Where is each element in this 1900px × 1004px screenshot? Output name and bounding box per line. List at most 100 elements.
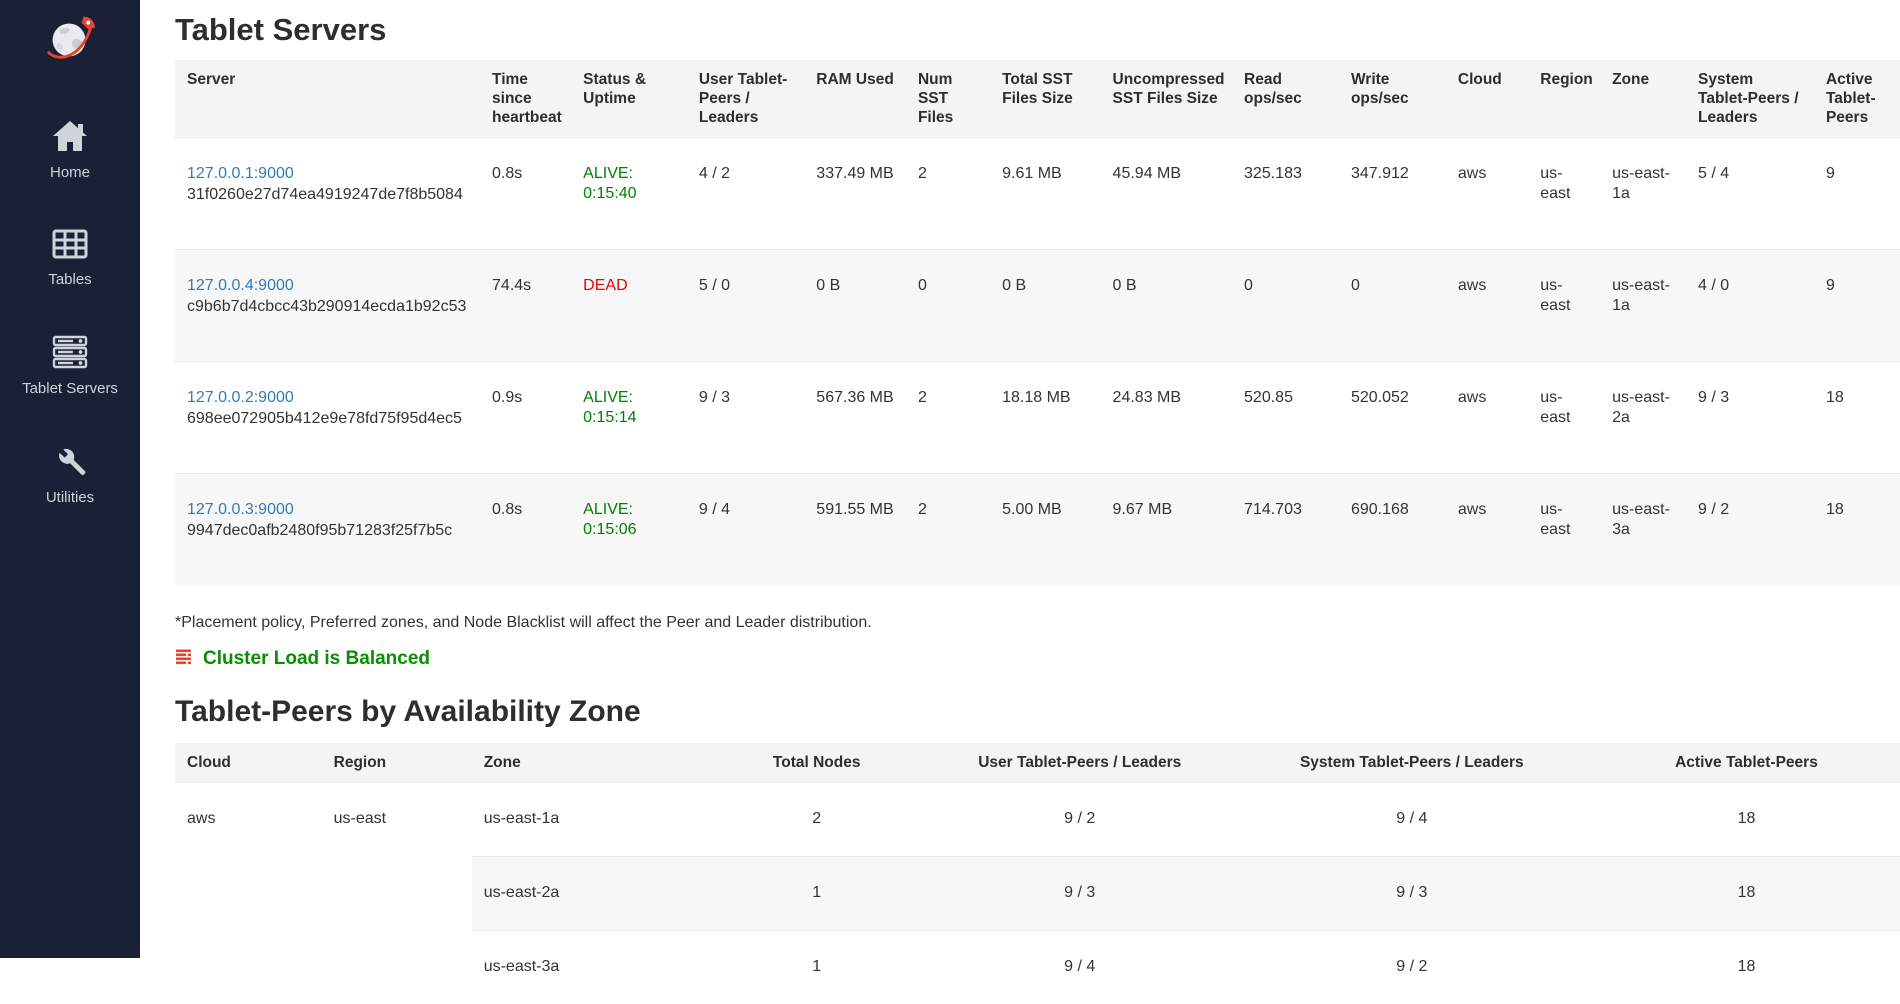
col-header: Zone — [1600, 60, 1686, 138]
cluster-load-text: Cluster Load is Balanced — [203, 648, 430, 670]
col-header: Zone — [472, 743, 705, 783]
col-header: Cloud — [1446, 60, 1528, 138]
server-link[interactable]: 127.0.0.4:9000 — [187, 277, 294, 294]
total-sst-cell: 0 B — [990, 250, 1100, 362]
sidebar-item-utilities[interactable]: Utilities — [46, 444, 94, 507]
read-ops-cell: 520.85 — [1232, 362, 1339, 474]
table-row: 127.0.0.1:9000 31f0260e27d74ea4919247de7… — [175, 138, 1900, 250]
cloud-cell: aws — [175, 782, 322, 1004]
sidebar-item-label: Utilities — [46, 489, 94, 507]
uncompressed-sst-cell: 45.94 MB — [1101, 138, 1232, 250]
col-header: User Tablet-Peers / Leaders — [929, 743, 1231, 783]
active-peers-cell: 18 — [1593, 782, 1900, 856]
total-nodes-cell: 2 — [705, 782, 929, 856]
table-header-row: Cloud Region Zone Total Nodes User Table… — [175, 743, 1900, 783]
zone-cell: us-east-1a — [1600, 138, 1686, 250]
user-peers-cell: 5 / 0 — [687, 250, 804, 362]
write-ops-cell: 0 — [1339, 250, 1446, 362]
sidebar-item-home[interactable]: Home — [50, 119, 90, 182]
status-cell: DEAD — [571, 250, 687, 362]
zone-cell: us-east-3a — [472, 930, 705, 1004]
col-header: Write ops/sec — [1339, 60, 1446, 138]
total-sst-cell: 9.61 MB — [990, 138, 1100, 250]
active-peers-cell: 9 — [1814, 250, 1900, 362]
user-peers-cell: 9 / 3 — [687, 362, 804, 474]
status-cell: ALIVE:0:15:14 — [571, 362, 687, 474]
col-header: Num SST Files — [906, 60, 990, 138]
col-header: Region — [1528, 60, 1600, 138]
col-header: Total SST Files Size — [990, 60, 1100, 138]
ram-cell: 0 B — [804, 250, 906, 362]
col-header: Active Tablet-Peers — [1593, 743, 1900, 783]
write-ops-cell: 520.052 — [1339, 362, 1446, 474]
system-peers-cell: 5 / 4 — [1686, 138, 1814, 250]
table-row: 127.0.0.4:9000 c9b6b7d4cbcc43b290914ecda… — [175, 250, 1900, 362]
active-peers-cell: 18 — [1814, 362, 1900, 474]
system-peers-cell: 9 / 4 — [1231, 782, 1593, 856]
region-cell: us-east — [1528, 250, 1600, 362]
num-sst-cell: 2 — [906, 138, 990, 250]
total-nodes-cell: 1 — [705, 856, 929, 930]
sidebar-item-tablet-servers[interactable]: Tablet Servers — [22, 335, 118, 398]
placement-note: *Placement policy, Preferred zones, and … — [175, 614, 1900, 632]
sidebar-item-label: Home — [50, 164, 90, 182]
server-link[interactable]: 127.0.0.3:9000 — [187, 501, 294, 518]
col-header: Active Tablet-Peers — [1814, 60, 1900, 138]
col-header: Server — [175, 60, 480, 138]
sidebar-item-label: Tablet Servers — [22, 380, 118, 398]
zone-cell: us-east-3a — [1600, 474, 1686, 586]
server-uuid: 698ee072905b412e9e78fd75f95d4ec5 — [187, 409, 468, 429]
col-header: RAM Used — [804, 60, 906, 138]
cloud-cell: aws — [1446, 474, 1528, 586]
col-header: User Tablet-Peers / Leaders — [687, 60, 804, 138]
system-peers-cell: 4 / 0 — [1686, 250, 1814, 362]
user-peers-cell: 4 / 2 — [687, 138, 804, 250]
heartbeat-cell: 74.4s — [480, 250, 571, 362]
active-peers-cell: 9 — [1814, 138, 1900, 250]
cluster-load-status: Cluster Load is Balanced — [175, 648, 1900, 671]
heartbeat-cell: 0.9s — [480, 362, 571, 474]
user-peers-cell: 9 / 4 — [687, 474, 804, 586]
total-nodes-cell: 1 — [705, 930, 929, 1004]
az-section-title: Tablet-Peers by Availability Zone — [175, 695, 1900, 729]
read-ops-cell: 0 — [1232, 250, 1339, 362]
server-uuid: c9b6b7d4cbcc43b290914ecda1b92c53 — [187, 297, 468, 317]
user-peers-cell: 9 / 2 — [929, 782, 1231, 856]
az-table: Cloud Region Zone Total Nodes User Table… — [175, 743, 1900, 1004]
table-header-row: Server Time since heartbeat Status & Upt… — [175, 60, 1900, 138]
cloud-cell: aws — [1446, 250, 1528, 362]
write-ops-cell: 690.168 — [1339, 474, 1446, 586]
tables-icon — [50, 228, 90, 265]
heartbeat-cell: 0.8s — [480, 138, 571, 250]
tablet-servers-icon — [50, 335, 90, 374]
server-link[interactable]: 127.0.0.1:9000 — [187, 165, 294, 182]
home-icon — [50, 119, 90, 158]
sidebar-item-tables[interactable]: Tables — [48, 228, 91, 289]
read-ops-cell: 325.183 — [1232, 138, 1339, 250]
server-link[interactable]: 127.0.0.2:9000 — [187, 389, 294, 406]
uncompressed-sst-cell: 24.83 MB — [1101, 362, 1232, 474]
sidebar: Home Tables — [0, 0, 140, 958]
uncompressed-sst-cell: 9.67 MB — [1101, 474, 1232, 586]
cloud-cell: aws — [1446, 362, 1528, 474]
col-header: Uncompressed SST Files Size — [1101, 60, 1232, 138]
col-header: System Tablet-Peers / Leaders — [1686, 60, 1814, 138]
heartbeat-cell: 0.8s — [480, 474, 571, 586]
table-row: aws us-east us-east-1a 2 9 / 2 9 / 4 18 — [175, 782, 1900, 856]
globe-rocket-logo[interactable] — [41, 10, 99, 73]
num-sst-cell: 2 — [906, 362, 990, 474]
utilities-icon — [53, 444, 87, 483]
col-header: Total Nodes — [705, 743, 929, 783]
system-peers-cell: 9 / 3 — [1231, 856, 1593, 930]
col-header: Region — [322, 743, 472, 783]
cloud-cell: aws — [1446, 138, 1528, 250]
read-ops-cell: 714.703 — [1232, 474, 1339, 586]
system-peers-cell: 9 / 3 — [1686, 362, 1814, 474]
active-peers-cell: 18 — [1593, 856, 1900, 930]
col-header: Read ops/sec — [1232, 60, 1339, 138]
zone-cell: us-east-1a — [1600, 250, 1686, 362]
tablet-servers-table: Server Time since heartbeat Status & Upt… — [175, 60, 1900, 586]
user-peers-cell: 9 / 4 — [929, 930, 1231, 1004]
num-sst-cell: 2 — [906, 474, 990, 586]
region-cell: us-east — [1528, 362, 1600, 474]
